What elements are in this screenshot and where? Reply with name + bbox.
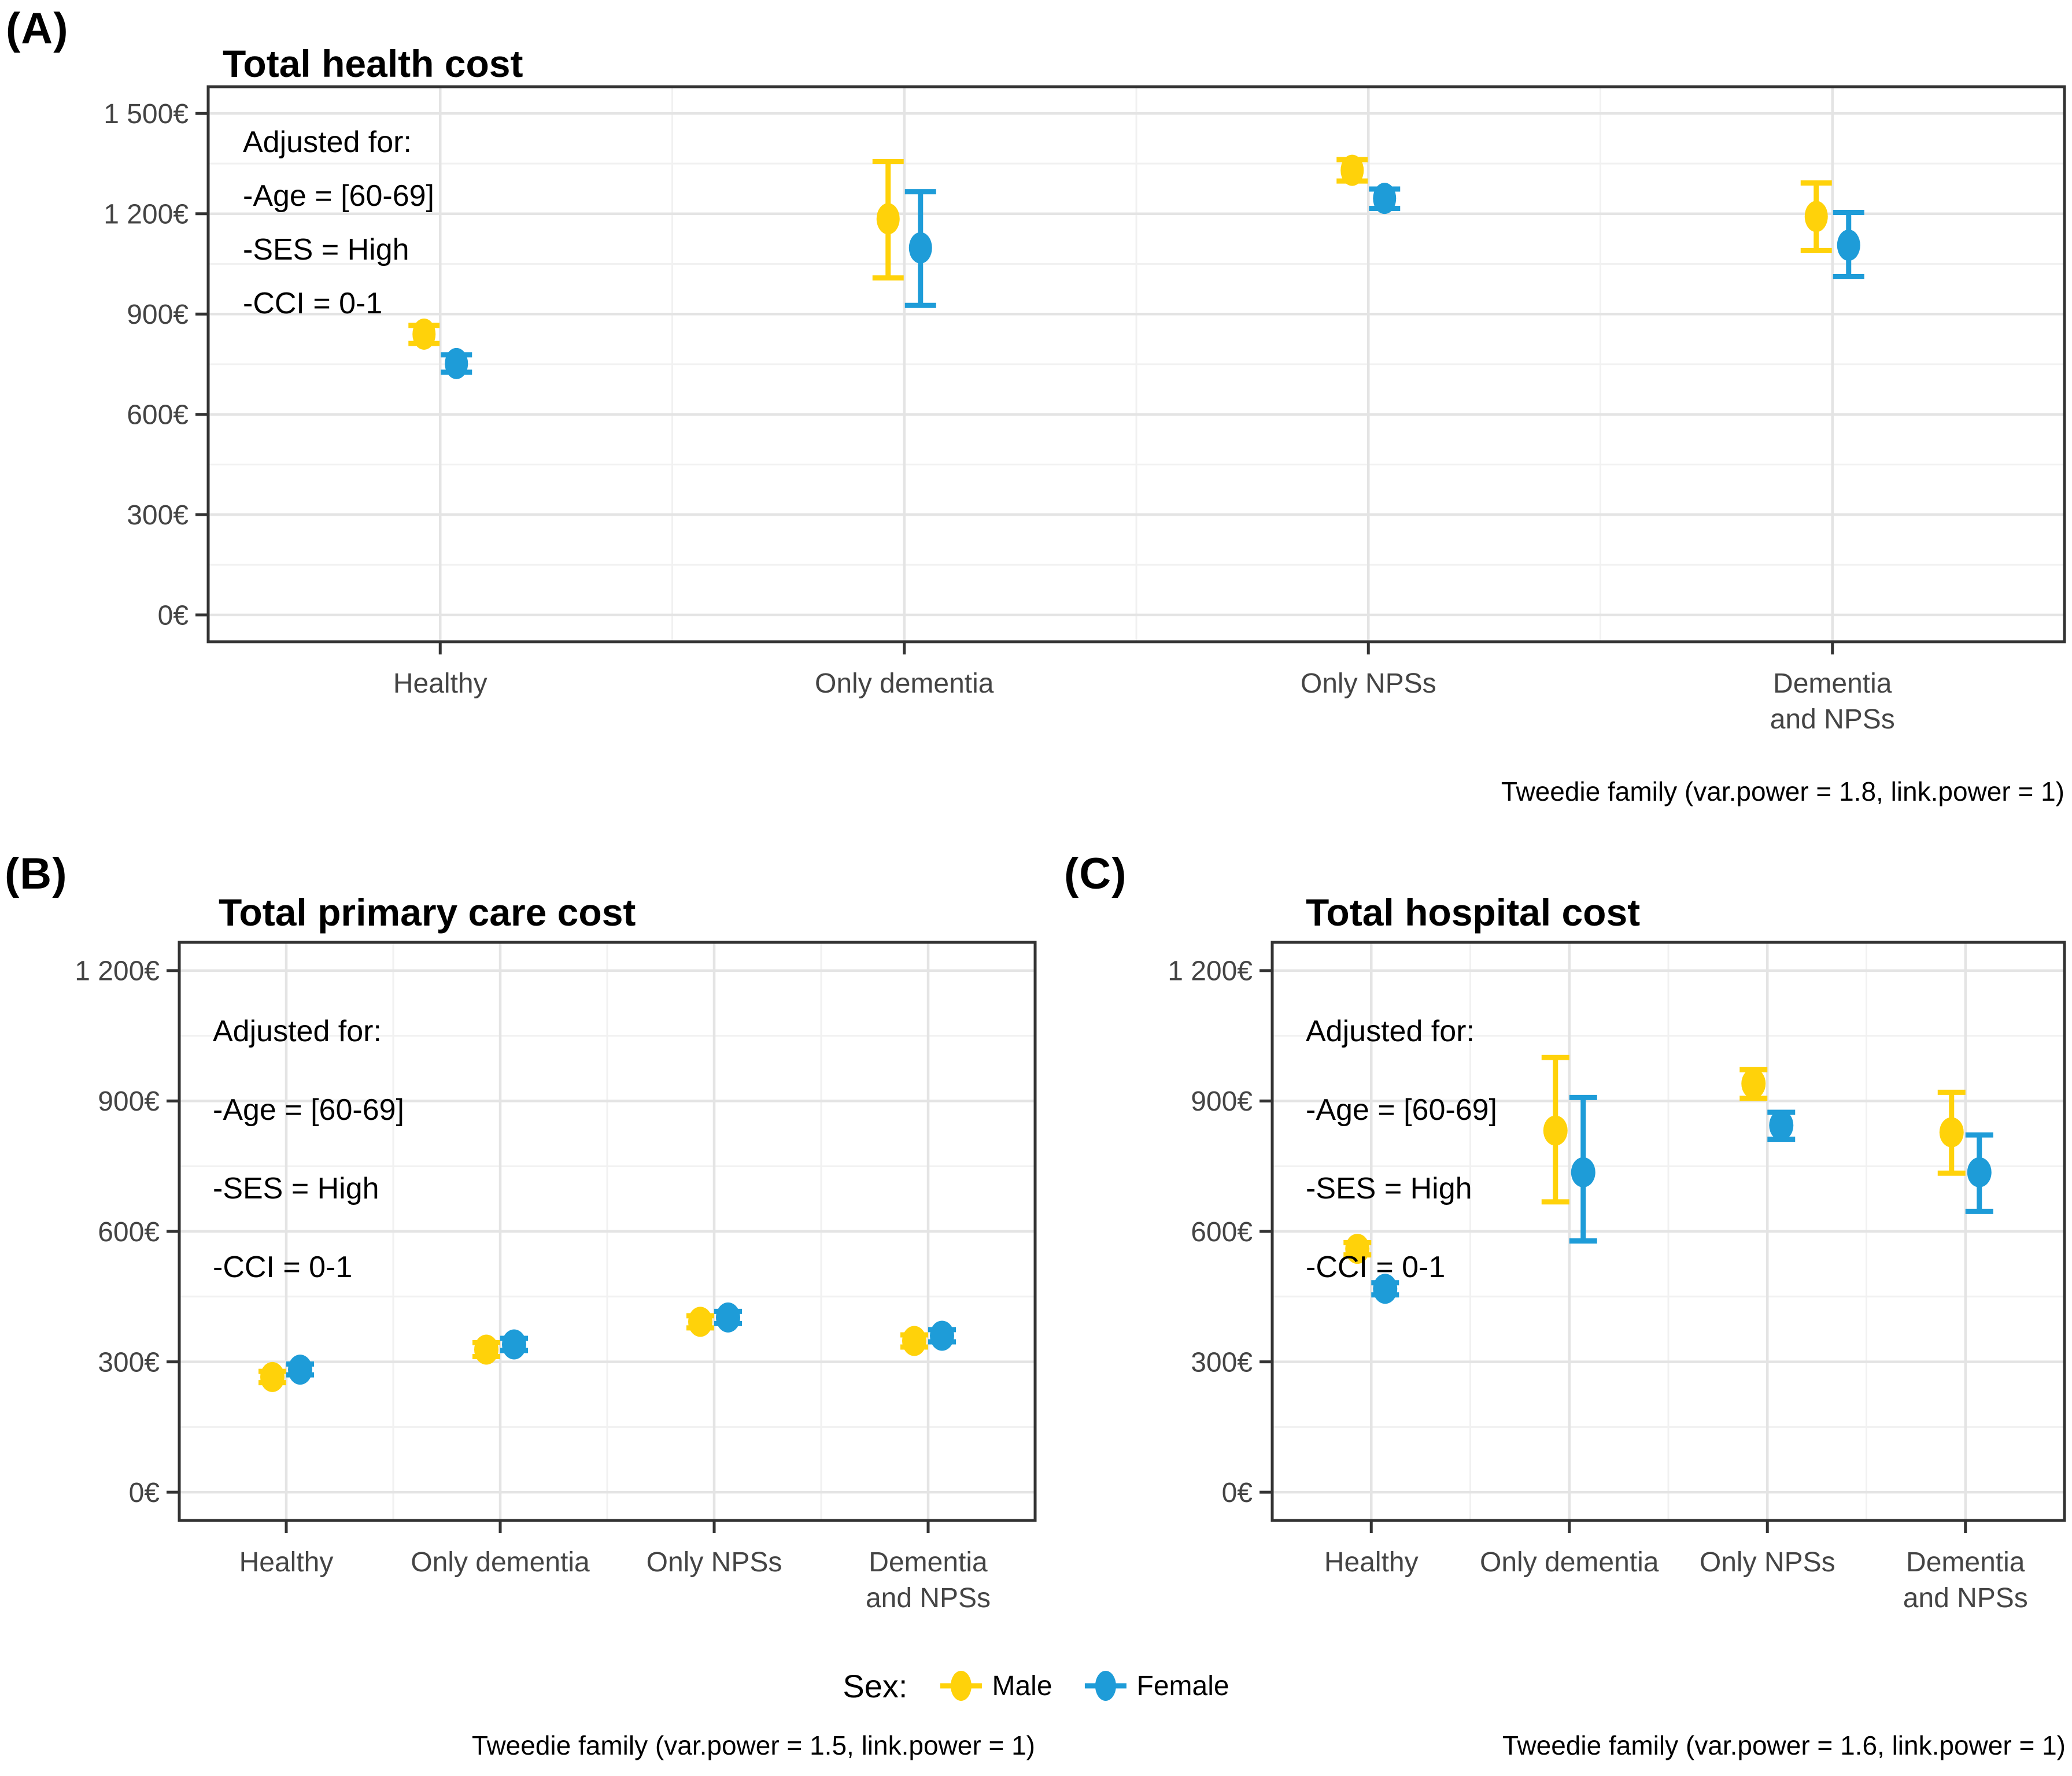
panel-b-letter: (B) <box>5 849 68 898</box>
svg-text:and NPSs: and NPSs <box>1903 1583 2028 1614</box>
svg-text:0€: 0€ <box>158 601 189 631</box>
svg-text:Only dementia: Only dementia <box>411 1547 590 1578</box>
panel-b-caption: Tweedie family (var.power = 1.5, link.po… <box>471 1730 1035 1760</box>
svg-text:300€: 300€ <box>1191 1347 1253 1378</box>
panel-b-plot: 0€ 300€ 600€ 900€ 1 200€ Healthy Only dementia… <box>75 941 1037 1614</box>
svg-text:300€: 300€ <box>98 1347 160 1378</box>
svg-text:900€: 900€ <box>98 1086 160 1117</box>
annotation-line: Adjusted for: <box>213 1015 382 1048</box>
annotation-line: -SES = High <box>243 233 409 267</box>
svg-text:Only dementia: Only dementia <box>815 668 994 699</box>
sex-legend: Sex: Male Female <box>843 1664 1229 1708</box>
svg-text:900€: 900€ <box>1191 1086 1253 1117</box>
svg-text:600€: 600€ <box>127 400 189 431</box>
svg-text:Healthy: Healthy <box>393 668 487 699</box>
annotation-line: Adjusted for: <box>243 125 412 159</box>
annotation-line: -SES = High <box>213 1172 379 1205</box>
svg-text:0€: 0€ <box>1222 1478 1253 1508</box>
annotation-line: Adjusted for: <box>1306 1015 1475 1048</box>
svg-text:Healthy: Healthy <box>239 1547 334 1578</box>
panel-a-plot: 0€ 300€ 600€ 900€ 1 200€ 1 500€ Healthy Only de… <box>104 85 2066 735</box>
legend-item-male: Male <box>937 1664 1052 1708</box>
legend-title: Sex: <box>843 1667 908 1704</box>
svg-text:Dementia: Dementia <box>1773 668 1892 699</box>
panel-c-title: Total hospital cost <box>1306 891 1641 934</box>
svg-text:Dementia: Dementia <box>869 1547 988 1578</box>
annotation-line: -SES = High <box>1306 1172 1472 1205</box>
panel-b-title: Total primary care cost <box>219 891 636 934</box>
svg-text:Only NPSs: Only NPSs <box>1301 668 1436 699</box>
svg-text:1 200€: 1 200€ <box>75 956 160 987</box>
svg-text:Only NPSs: Only NPSs <box>647 1547 782 1578</box>
annotation-line: -CCI = 0-1 <box>213 1250 353 1284</box>
panel-c-annotation: Adjusted for: -Age = [60-69] -SES = High… <box>1306 992 1497 1307</box>
panel-c-caption: Tweedie family (var.power = 1.6, link.po… <box>1502 1730 2066 1760</box>
annotation-line: -CCI = 0-1 <box>243 287 383 320</box>
svg-text:0€: 0€ <box>129 1478 160 1508</box>
panel-b-annotation: Adjusted for: -Age = [60-69] -SES = High… <box>213 992 404 1307</box>
male-pointrange-icon <box>940 1671 982 1701</box>
svg-text:1 500€: 1 500€ <box>104 99 189 130</box>
annotation-line: -Age = [60-69] <box>243 179 434 213</box>
legend-item-label: Male <box>992 1670 1052 1701</box>
panel-a-caption: Tweedie family (var.power = 1.8, link.po… <box>1501 776 2064 806</box>
svg-text:and NPSs: and NPSs <box>866 1583 991 1614</box>
svg-text:Only NPSs: Only NPSs <box>1700 1547 1835 1578</box>
annotation-line: -Age = [60-69] <box>1306 1093 1497 1127</box>
svg-text:600€: 600€ <box>1191 1217 1253 1248</box>
svg-text:1 200€: 1 200€ <box>1168 956 1253 987</box>
svg-text:Healthy: Healthy <box>1324 1547 1419 1578</box>
annotation-line: -CCI = 0-1 <box>1306 1250 1446 1284</box>
svg-text:Only dementia: Only dementia <box>1480 1547 1659 1578</box>
panel-a-annotation: Adjusted for: -Age = [60-69] -SES = High… <box>243 116 434 331</box>
panel-c-letter: (C) <box>1064 849 1127 898</box>
svg-text:600€: 600€ <box>98 1217 160 1248</box>
panel-a-title: Total health cost <box>223 42 523 85</box>
panel-a-letter: (A) <box>6 4 69 53</box>
panel-c-plot: 0€ 300€ 600€ 900€ 1 200€ Healthy Only dementia… <box>1168 941 2066 1614</box>
annotation-line: -Age = [60-69] <box>213 1093 404 1127</box>
svg-text:900€: 900€ <box>127 299 189 330</box>
svg-text:300€: 300€ <box>127 500 189 531</box>
svg-text:and NPSs: and NPSs <box>1770 704 1895 735</box>
svg-text:1 200€: 1 200€ <box>104 199 189 230</box>
svg-text:Dementia: Dementia <box>1906 1547 2025 1578</box>
legend-item-label: Female <box>1136 1670 1229 1701</box>
legend-item-female: Female <box>1083 1664 1229 1708</box>
female-pointrange-icon <box>1084 1671 1127 1701</box>
